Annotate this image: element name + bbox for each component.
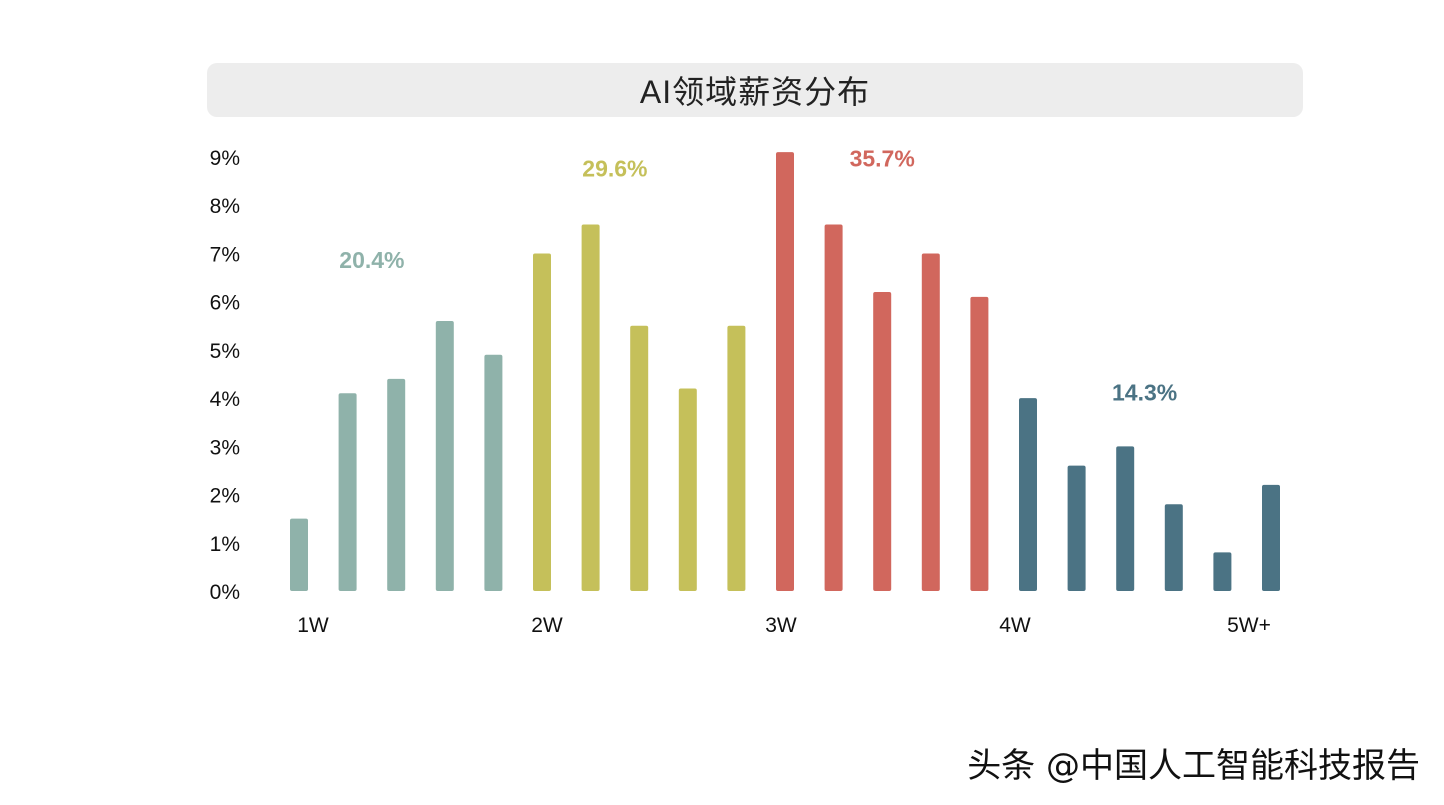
bar-4W-6 <box>1262 484 1280 591</box>
x-tick-label: 2W <box>531 614 563 637</box>
bar-1W-5 <box>484 354 503 591</box>
chart-title-bar: AI领域薪资分布 <box>207 63 1303 117</box>
y-tick-label: 4% <box>210 388 240 411</box>
x-tick-label: 1W <box>297 614 329 637</box>
bar-4W-3 <box>1116 446 1135 591</box>
bar-2W-5 <box>727 325 746 591</box>
group-share-label: 14.3% <box>1112 380 1177 406</box>
bar-2W-3 <box>630 325 649 591</box>
bar-1W-4 <box>435 320 454 591</box>
bar-3W-2 <box>824 224 843 591</box>
bar-4W-5 <box>1213 552 1232 591</box>
y-tick-label: 0% <box>210 581 240 604</box>
bar-3W-1 <box>776 152 794 591</box>
x-tick-label: 4W <box>999 614 1031 637</box>
bar-2W-4 <box>678 388 697 591</box>
bar-1W-1 <box>290 518 308 591</box>
bar-3W-4 <box>921 253 940 591</box>
bar-4W-1 <box>1019 398 1037 591</box>
bar-3W-3 <box>873 292 892 591</box>
bar-4W-2 <box>1067 465 1086 591</box>
group-share-label: 35.7% <box>850 146 915 172</box>
watermark: 头条 @中国人工智能科技报告 <box>967 746 1420 786</box>
bar-3W-5 <box>970 296 989 591</box>
y-tick-label: 5% <box>210 340 240 363</box>
y-tick-label: 7% <box>210 243 240 266</box>
bar-2W-1 <box>533 253 551 591</box>
y-tick-label: 6% <box>210 292 240 315</box>
bar-1W-3 <box>387 378 406 591</box>
chart-title: AI领域薪资分布 <box>639 74 871 110</box>
group-share-label: 29.6% <box>582 155 647 181</box>
bar-2W-2 <box>581 224 600 591</box>
y-tick-label: 3% <box>210 436 240 459</box>
bar-1W-2 <box>338 393 357 591</box>
y-tick-label: 1% <box>210 533 240 556</box>
y-tick-label: 8% <box>210 195 240 218</box>
y-tick-label: 2% <box>210 485 240 508</box>
group-share-label: 20.4% <box>339 247 404 273</box>
y-tick-label: 9% <box>210 147 240 170</box>
bar-4W-4 <box>1164 504 1183 591</box>
x-tick-label: 5W+ <box>1227 614 1271 637</box>
x-tick-label: 3W <box>765 614 797 637</box>
